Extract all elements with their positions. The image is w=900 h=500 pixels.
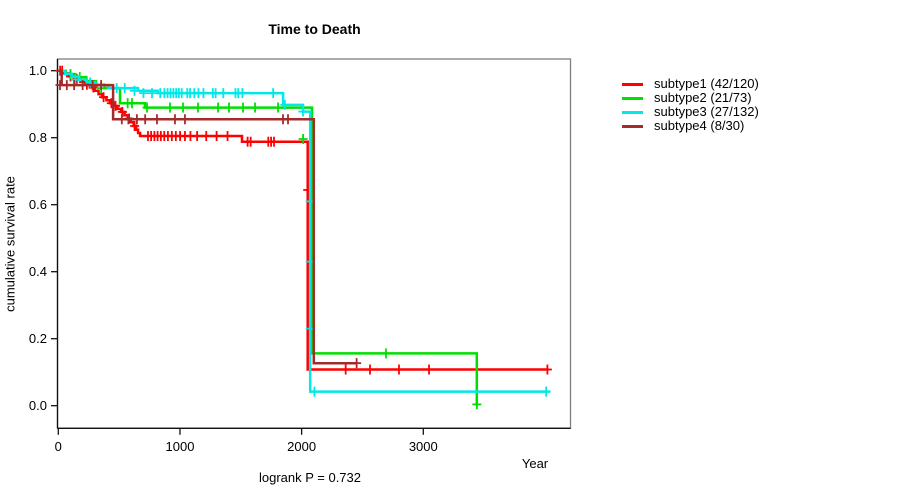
legend-line-swatch-subtype3 bbox=[622, 110, 643, 114]
y-tick-label: 0.2 bbox=[29, 331, 47, 346]
survival-series-subtype3 bbox=[58, 69, 551, 397]
y-tick-label: 1.0 bbox=[29, 63, 47, 78]
y-tick-label: 0.0 bbox=[29, 398, 47, 413]
x-tick-label: 3000 bbox=[409, 439, 438, 454]
legend-item-subtype2: subtype2 (21/73) bbox=[622, 91, 759, 105]
legend-item-subtype4: subtype4 (8/30) bbox=[622, 119, 759, 133]
legend-item-label: subtype1 (42/120) bbox=[654, 76, 759, 91]
legend-item-subtype3: subtype3 (27/132) bbox=[622, 105, 759, 119]
x-tick-label: 2000 bbox=[287, 439, 316, 454]
y-tick-label: 0.6 bbox=[29, 197, 47, 212]
y-axis-ticks: 0.0 0.2 0.4 0.6 0.8 1.0 bbox=[29, 63, 58, 413]
legend-line-swatch-subtype4 bbox=[622, 124, 643, 128]
legend-item-label: subtype3 (27/132) bbox=[654, 104, 759, 119]
y-tick-label: 0.4 bbox=[29, 264, 47, 279]
x-tick-label: 0 bbox=[55, 439, 62, 454]
survival-curve-subtype3 bbox=[58, 69, 550, 393]
chart-title: Time to Death bbox=[268, 21, 361, 37]
censor-marks-subtype4 bbox=[55, 80, 362, 369]
survival-series-subtype4 bbox=[55, 69, 362, 369]
censor-marks-subtype3 bbox=[70, 74, 551, 397]
x-axis-ticks: 0 1000 2000 3000 bbox=[55, 428, 438, 454]
legend-item-subtype1: subtype1 (42/120) bbox=[622, 77, 759, 91]
legend-line-swatch-subtype1 bbox=[622, 82, 643, 86]
x-axis-label: Year bbox=[521, 456, 549, 471]
logrank-p-value: logrank P = 0.732 bbox=[258, 470, 362, 485]
legend-line-swatch-subtype2 bbox=[622, 96, 643, 100]
y-tick-label: 0.8 bbox=[29, 130, 47, 145]
legend-item-label: subtype2 (21/73) bbox=[654, 90, 752, 105]
legend: subtype1 (42/120) subtype2 (21/73) subty… bbox=[622, 77, 759, 133]
legend-item-label: subtype4 (8/30) bbox=[654, 118, 745, 133]
survival-curve-subtype4 bbox=[58, 69, 357, 365]
censor-marks-subtype2 bbox=[65, 69, 482, 410]
x-tick-label: 1000 bbox=[166, 439, 195, 454]
